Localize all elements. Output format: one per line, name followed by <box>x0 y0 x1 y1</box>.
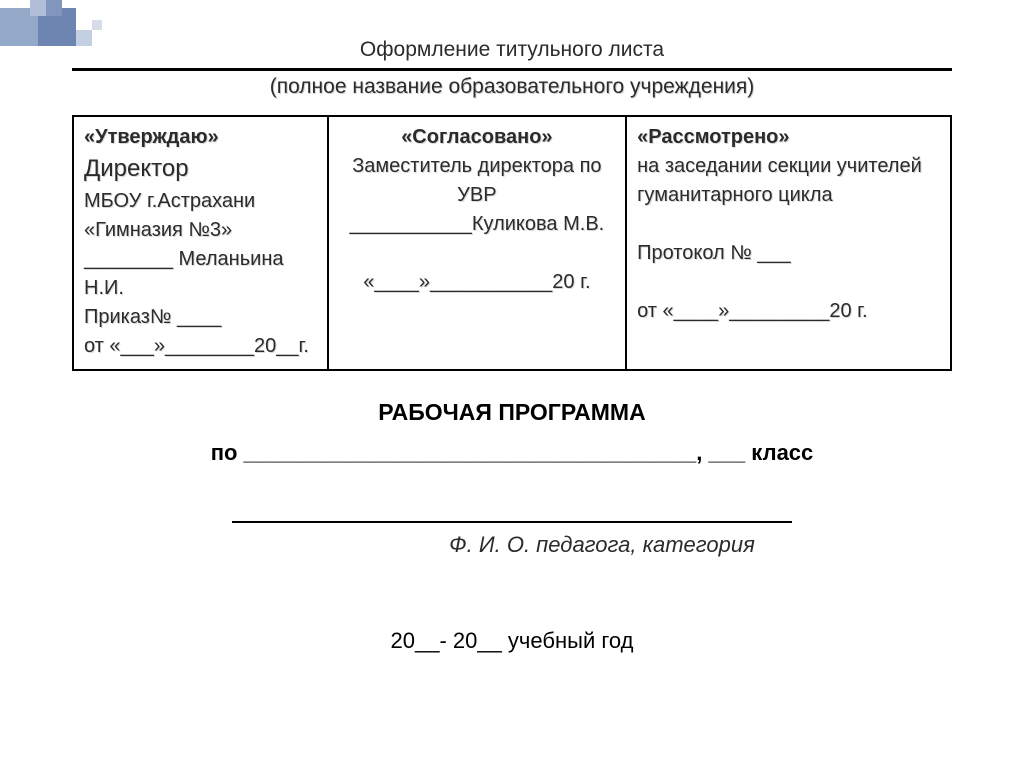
agreed-date: «____»___________20 г. <box>339 268 616 297</box>
approval-cell-agreed: «Согласовано» Заместитель директора по У… <box>328 116 627 370</box>
reviewed-protocol: Протокол № ___ <box>637 239 940 268</box>
approve-date: от «___»________20__г. <box>84 332 317 361</box>
approve-org1: МБОУ г.Астрахани <box>84 187 317 216</box>
decor-square <box>76 30 92 46</box>
document-subtitle: (полное название образовательного учрежд… <box>72 75 952 99</box>
approval-cell-reviewed: «Рассмотрено» на заседании секции учител… <box>626 116 951 370</box>
approve-role: Директор <box>84 152 317 187</box>
teacher-underline <box>232 521 792 523</box>
title-underline <box>72 68 952 71</box>
academic-year: 20__- 20__ учебный год <box>72 628 952 654</box>
agreed-role: Заместитель директора по УВР <box>339 152 616 210</box>
decor-square <box>92 20 102 30</box>
approve-name: ________ Меланьина Н.И. <box>84 245 317 303</box>
teacher-block: Ф. И. О. педагога, категория <box>72 514 952 558</box>
decor-square <box>46 0 62 16</box>
approve-org2: «Гимназия №3» <box>84 216 317 245</box>
teacher-label: Ф. И. О. педагога, категория <box>72 532 952 558</box>
approval-table: «Утверждаю» Директор МБОУ г.Астрахани «Г… <box>72 115 952 371</box>
program-subject-line: по _____________________________________… <box>72 440 952 466</box>
approve-heading: «Утверждаю» <box>84 126 219 148</box>
document-title: Оформление титульного листа <box>72 38 952 62</box>
reviewed-date: от «____»_________20 г. <box>637 297 940 326</box>
reviewed-line1: на заседании секции учителей <box>637 152 940 181</box>
approve-order: Приказ№ ____ <box>84 303 317 332</box>
decor-square <box>30 0 46 16</box>
program-title: РАБОЧАЯ ПРОГРАММА <box>72 399 952 426</box>
approval-cell-approve: «Утверждаю» Директор МБОУ г.Астрахани «Г… <box>73 116 328 370</box>
document-content: Оформление титульного листа (полное назв… <box>0 0 1024 654</box>
agreed-name: ___________Куликова М.В. <box>339 210 616 239</box>
agreed-heading: «Согласовано» <box>401 126 552 148</box>
reviewed-heading: «Рассмотрено» <box>637 126 789 148</box>
reviewed-line2: гуманитарного цикла <box>637 181 940 210</box>
